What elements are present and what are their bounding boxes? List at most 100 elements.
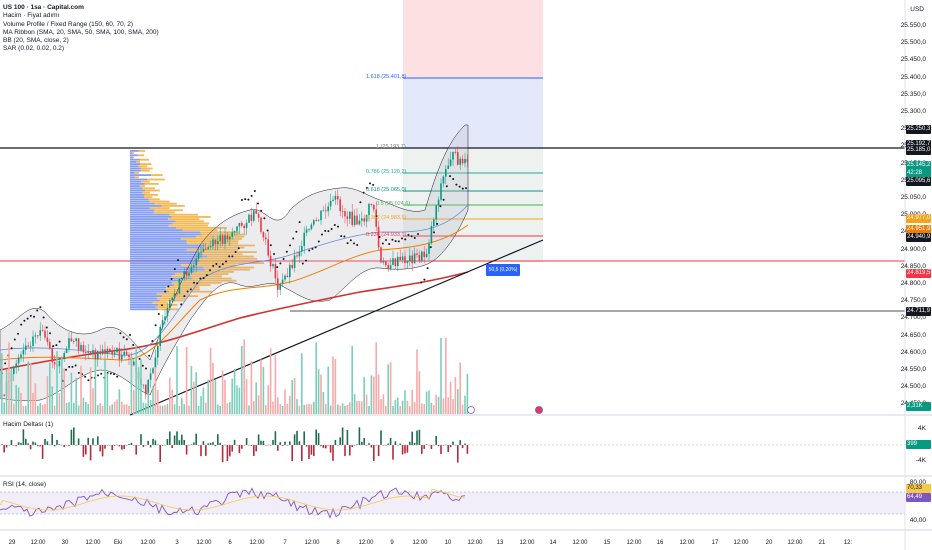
delta-bar (94, 445, 97, 446)
sar-dot (308, 249, 311, 252)
symbol-title[interactable]: US 100 · 1sa · Capital.com (3, 4, 84, 11)
indicator-ma-ribbon[interactable]: MA Ribbon (SMA, 20, SMA, 50, SMA, 100, S… (3, 28, 159, 36)
indicator-volume[interactable]: Hacim · Fiyat adımı (3, 12, 60, 20)
volume-profile-bar-up (130, 216, 172, 218)
volume-profile-bar-up (130, 227, 177, 229)
volume-profile-bar-up (130, 183, 145, 185)
candle-body (430, 226, 433, 244)
position-label-box[interactable] (486, 264, 520, 276)
delta-bar (454, 444, 457, 446)
volume-bar (202, 387, 205, 414)
volume-profile-bar-down (154, 202, 177, 205)
delta-pane-title[interactable]: Hacim Deltası (1) (3, 421, 54, 428)
delta-bar (176, 431, 178, 445)
candle-body (197, 252, 200, 259)
delta-bar (22, 429, 25, 445)
sar-dot (260, 209, 263, 212)
delta-bar (358, 427, 361, 445)
volume-bar (356, 400, 358, 414)
volume-profile[interactable] (130, 150, 265, 311)
volume-profile-bar-up (130, 297, 158, 300)
volume-profile-bar-up (130, 308, 158, 311)
rsi-pane-title[interactable]: RSI (14, close) (3, 481, 46, 488)
delta-bar (406, 445, 409, 453)
volume-bar (293, 377, 296, 414)
volume-bar (27, 361, 29, 414)
volume-profile-bar-down (141, 180, 150, 183)
volume-bar (197, 405, 200, 414)
delta-bar (104, 445, 106, 449)
volume-bar (176, 346, 178, 414)
delta-bar (435, 435, 437, 445)
delta-bar (142, 445, 145, 447)
candle-body (349, 211, 351, 219)
volume-profile-bar-up (130, 174, 151, 176)
currency-label[interactable]: USD (910, 6, 924, 13)
volume-profile-bar-down (175, 220, 205, 223)
sar-dot (129, 334, 131, 337)
ma-200-line[interactable] (0, 271, 469, 371)
volume-profile-bar-up (130, 189, 146, 192)
volume-profile-bar-down (197, 262, 265, 264)
price-axis-label: 24.600,0 (900, 348, 926, 356)
volume-profile-bar-down (146, 178, 165, 181)
candle-body (317, 220, 320, 221)
candle-body (365, 215, 368, 222)
delta-bar (411, 431, 413, 445)
sar-dot (244, 198, 247, 201)
flag-icon[interactable] (535, 406, 543, 414)
candle-body (447, 165, 449, 169)
time-axis-label: 12:00 (412, 540, 428, 546)
volume-bar (399, 405, 401, 414)
volume-bar (200, 396, 202, 414)
delta-bar (85, 445, 87, 455)
delta-bar (351, 445, 353, 448)
rsi-line[interactable] (0, 487, 466, 519)
volume-profile-bar-down (161, 295, 199, 297)
event-icon[interactable] (467, 406, 475, 414)
volume-bar (142, 402, 145, 414)
volume-bar (461, 404, 464, 414)
sar-dot (212, 264, 215, 267)
volume-bar (433, 405, 435, 414)
price-axis-label: 25.500,0 (900, 39, 926, 47)
volume-bar (466, 373, 469, 414)
candle-body (97, 351, 99, 360)
delta-bar (221, 445, 224, 463)
indicator-bollinger[interactable]: BB (20, SMA, close, 2) (3, 37, 69, 45)
volume-bar (221, 370, 224, 414)
volume-profile-bar-up (130, 233, 202, 236)
volume-profile-bar-down (139, 185, 146, 187)
volume-profile-bar-down (172, 222, 210, 225)
volume-profile-bar-down (203, 246, 245, 249)
sar-dot (145, 367, 147, 370)
delta-bar (286, 445, 289, 446)
delta-bar (418, 429, 421, 445)
volume-profile-bar-up (130, 271, 194, 273)
sar-dot (29, 314, 32, 317)
delta-bar (82, 445, 85, 457)
delta-bar (437, 445, 440, 447)
volume-profile-bar-up (130, 218, 169, 220)
volume-bar (85, 401, 87, 414)
volume-bar (457, 389, 459, 414)
volume-profile-bar-down (144, 194, 159, 196)
ma-100-line[interactable] (0, 224, 469, 361)
indicator-volume-profile[interactable]: Volume Profile / Fixed Range (150, 60, 7… (3, 20, 134, 28)
volume-profile-bar-down (200, 231, 240, 234)
volume-profile-bar-up (130, 220, 176, 223)
indicator-sar[interactable]: SAR (0.02, 0.02, 0.2) (3, 45, 65, 53)
sar-dot (68, 365, 71, 368)
sar-dot (285, 250, 288, 253)
delta-bar (219, 442, 221, 445)
candlestick-series[interactable] (1, 146, 469, 401)
trend-line[interactable] (129, 239, 544, 416)
volume-profile-bar-up (130, 229, 183, 231)
candle-body (152, 368, 154, 374)
rsi-ma-line (0, 488, 466, 511)
volume-bar (231, 378, 233, 414)
volume-bar (17, 387, 20, 414)
volume-bar (106, 373, 109, 414)
sar-dot (65, 368, 67, 371)
